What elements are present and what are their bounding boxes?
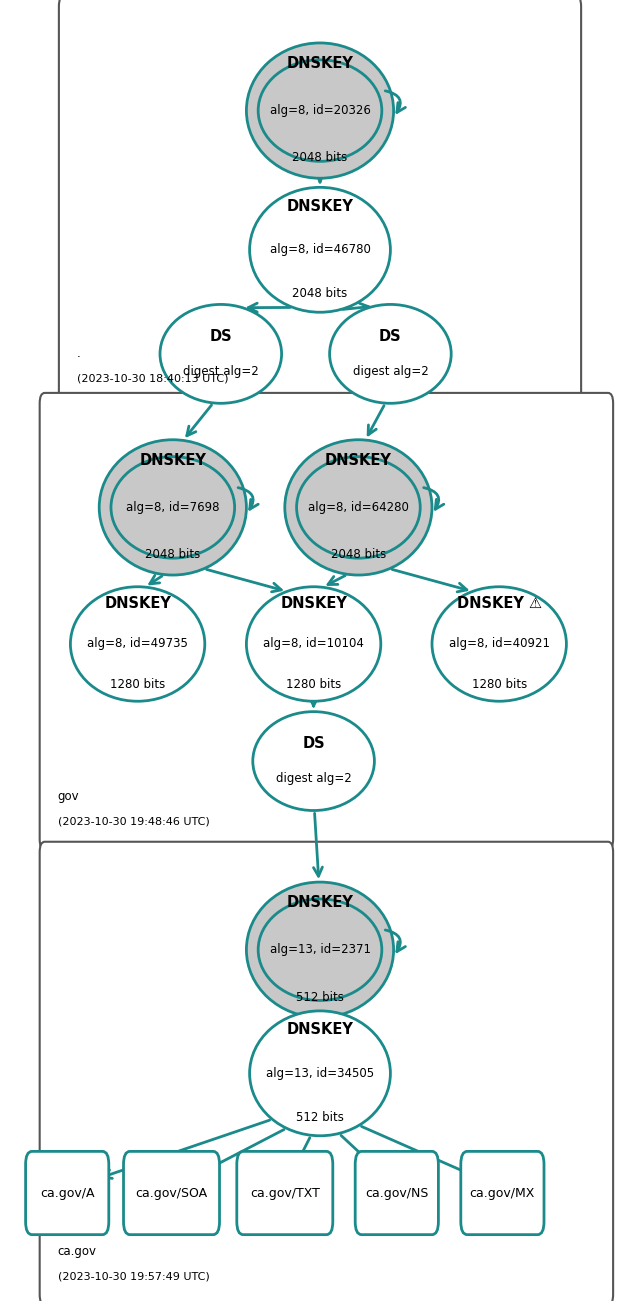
FancyArrowPatch shape bbox=[385, 91, 405, 112]
Text: DNSKEY: DNSKEY bbox=[104, 596, 171, 611]
Text: DNSKEY: DNSKEY bbox=[325, 453, 392, 467]
FancyBboxPatch shape bbox=[40, 842, 613, 1301]
FancyBboxPatch shape bbox=[124, 1151, 220, 1235]
Ellipse shape bbox=[250, 187, 390, 312]
Text: alg=8, id=64280: alg=8, id=64280 bbox=[308, 501, 409, 514]
Text: DNSKEY: DNSKEY bbox=[287, 56, 353, 70]
Text: DNSKEY: DNSKEY bbox=[287, 895, 353, 909]
FancyArrowPatch shape bbox=[424, 488, 444, 509]
Text: alg=8, id=46780: alg=8, id=46780 bbox=[269, 243, 371, 256]
Ellipse shape bbox=[250, 1011, 390, 1136]
Ellipse shape bbox=[253, 712, 374, 811]
Text: DNSKEY: DNSKEY bbox=[287, 199, 353, 213]
Text: ca.gov/SOA: ca.gov/SOA bbox=[136, 1187, 207, 1200]
Text: 2048 bits: 2048 bits bbox=[292, 288, 348, 301]
Ellipse shape bbox=[285, 440, 432, 575]
Text: DNSKEY: DNSKEY bbox=[280, 596, 347, 611]
Text: 1280 bits: 1280 bits bbox=[286, 678, 341, 691]
Text: alg=8, id=49735: alg=8, id=49735 bbox=[87, 637, 188, 650]
Text: digest alg=2: digest alg=2 bbox=[183, 364, 259, 377]
Text: 512 bits: 512 bits bbox=[296, 1111, 344, 1124]
Text: 2048 bits: 2048 bits bbox=[145, 548, 200, 561]
Text: DNSKEY: DNSKEY bbox=[287, 1023, 353, 1037]
FancyBboxPatch shape bbox=[461, 1151, 544, 1235]
Text: ca.gov/NS: ca.gov/NS bbox=[365, 1187, 429, 1200]
Text: (2023-10-30 18:40:13 UTC): (2023-10-30 18:40:13 UTC) bbox=[77, 373, 228, 384]
Ellipse shape bbox=[246, 43, 394, 178]
FancyBboxPatch shape bbox=[237, 1151, 333, 1235]
FancyBboxPatch shape bbox=[26, 1151, 109, 1235]
FancyArrowPatch shape bbox=[238, 488, 258, 509]
Ellipse shape bbox=[246, 587, 381, 701]
Text: gov: gov bbox=[58, 790, 79, 803]
FancyBboxPatch shape bbox=[59, 0, 581, 407]
FancyArrowPatch shape bbox=[385, 930, 405, 951]
Text: ca.gov/MX: ca.gov/MX bbox=[470, 1187, 535, 1200]
Ellipse shape bbox=[160, 304, 282, 403]
Text: alg=8, id=40921: alg=8, id=40921 bbox=[449, 637, 550, 650]
Ellipse shape bbox=[432, 587, 566, 701]
Text: digest alg=2: digest alg=2 bbox=[276, 771, 351, 785]
Ellipse shape bbox=[246, 882, 394, 1017]
Ellipse shape bbox=[70, 587, 205, 701]
Text: DNSKEY: DNSKEY bbox=[140, 453, 206, 467]
Text: 2048 bits: 2048 bits bbox=[292, 151, 348, 164]
FancyBboxPatch shape bbox=[355, 1151, 438, 1235]
Ellipse shape bbox=[99, 440, 246, 575]
Text: 1280 bits: 1280 bits bbox=[110, 678, 165, 691]
Text: DS: DS bbox=[302, 736, 325, 751]
Text: (2023-10-30 19:57:49 UTC): (2023-10-30 19:57:49 UTC) bbox=[58, 1271, 209, 1281]
Text: alg=8, id=7698: alg=8, id=7698 bbox=[126, 501, 220, 514]
Text: 1280 bits: 1280 bits bbox=[472, 678, 527, 691]
Text: DNSKEY ⚠: DNSKEY ⚠ bbox=[456, 596, 542, 611]
Text: DS: DS bbox=[209, 329, 232, 343]
Text: alg=13, id=34505: alg=13, id=34505 bbox=[266, 1067, 374, 1080]
Text: alg=8, id=10104: alg=8, id=10104 bbox=[263, 637, 364, 650]
Text: ca.gov/TXT: ca.gov/TXT bbox=[250, 1187, 320, 1200]
Text: 512 bits: 512 bits bbox=[296, 990, 344, 1003]
FancyBboxPatch shape bbox=[40, 393, 613, 850]
Text: ca.gov: ca.gov bbox=[58, 1245, 97, 1258]
Text: digest alg=2: digest alg=2 bbox=[353, 364, 428, 377]
Text: (2023-10-30 19:48:46 UTC): (2023-10-30 19:48:46 UTC) bbox=[58, 816, 209, 826]
Text: alg=8, id=20326: alg=8, id=20326 bbox=[269, 104, 371, 117]
Text: 2048 bits: 2048 bits bbox=[331, 548, 386, 561]
Text: DS: DS bbox=[379, 329, 402, 343]
Ellipse shape bbox=[330, 304, 451, 403]
Text: alg=13, id=2371: alg=13, id=2371 bbox=[269, 943, 371, 956]
Text: .: . bbox=[77, 347, 81, 360]
Text: ca.gov/A: ca.gov/A bbox=[40, 1187, 95, 1200]
